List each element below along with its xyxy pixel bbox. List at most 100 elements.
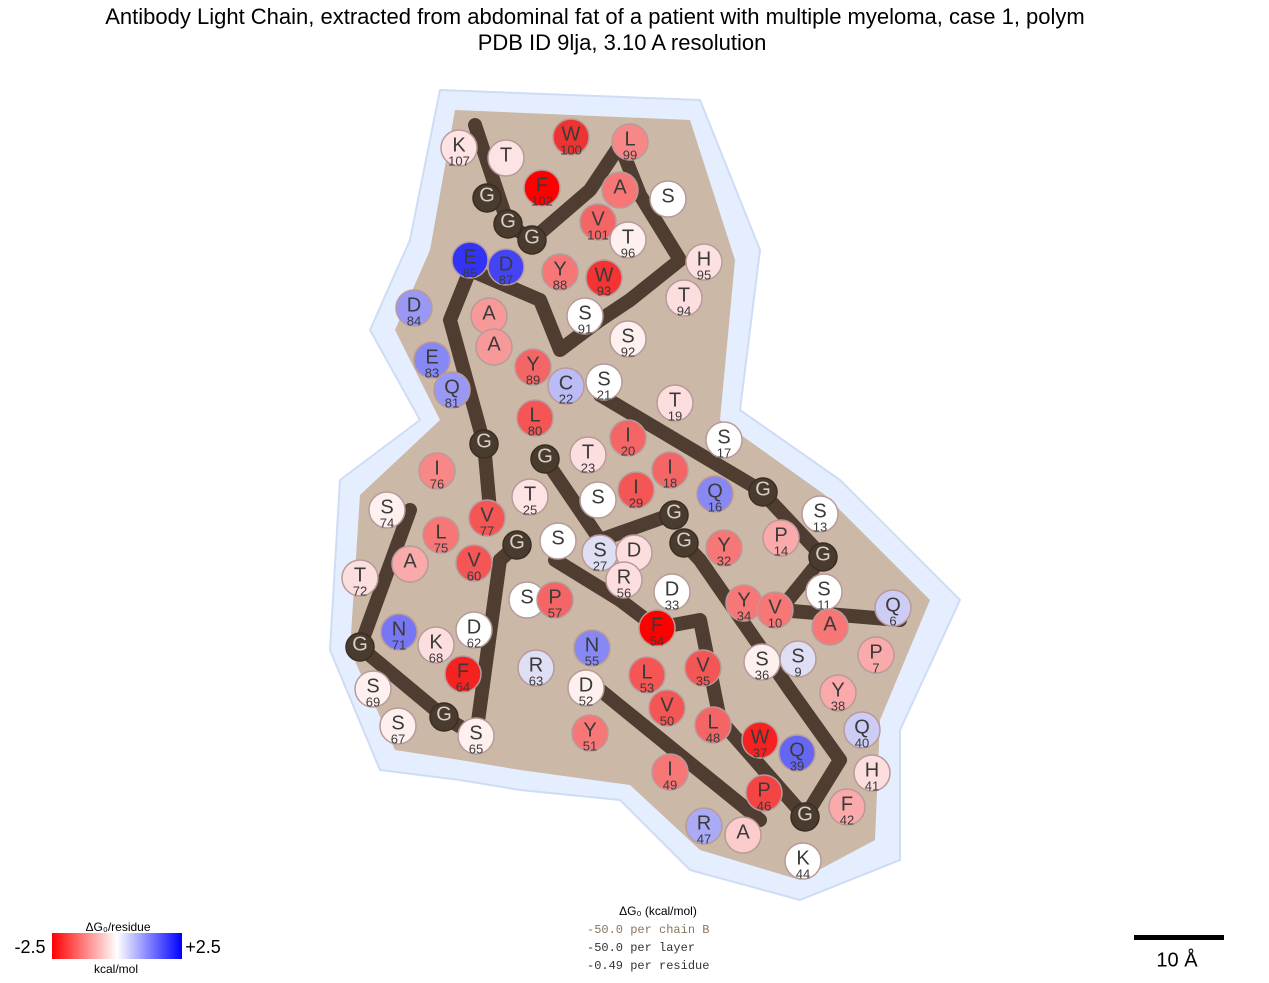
- residue-letter: S: [551, 527, 564, 549]
- residue-letter: R: [697, 812, 711, 834]
- residue-number: 22: [559, 391, 573, 406]
- residue-letter: G: [676, 529, 692, 551]
- residue-number: 99: [623, 147, 637, 162]
- residue: [379, 707, 417, 745]
- residue: [541, 253, 579, 291]
- residue-letter: S: [469, 722, 482, 744]
- residue: [433, 371, 471, 409]
- energy-title: ΔG₀ (kcal/mol): [619, 904, 697, 918]
- residue: [455, 611, 493, 649]
- residue: [475, 328, 513, 366]
- residue-letter: E: [463, 246, 476, 268]
- residue-letter: W: [751, 726, 770, 748]
- residue-number: 33: [665, 597, 679, 612]
- residue-letter: G: [476, 430, 492, 452]
- residue-number: 46: [757, 798, 771, 813]
- residue-number: 71: [392, 637, 406, 652]
- residue: [536, 581, 574, 619]
- residue-letter: Y: [717, 534, 730, 556]
- residue: [605, 561, 643, 599]
- title-line: PDB ID 9lja, 3.10 A resolution: [478, 30, 767, 55]
- residue: [659, 500, 689, 530]
- residue-number: 72: [353, 583, 367, 598]
- residue-letter: P: [869, 641, 882, 663]
- residue-number: 74: [380, 515, 394, 530]
- residue-number: 50: [660, 713, 674, 728]
- residue-number: 83: [425, 365, 439, 380]
- residue: [843, 711, 881, 749]
- residue-letter: V: [768, 596, 782, 618]
- residue-letter: L: [529, 404, 540, 426]
- residue: [457, 717, 495, 755]
- residue: [665, 279, 703, 317]
- residue-letter: G: [755, 478, 771, 500]
- residue: [609, 221, 647, 259]
- residue: [530, 444, 560, 474]
- residue: [705, 529, 743, 567]
- residue: [808, 542, 838, 572]
- residue: [516, 399, 554, 437]
- residue-number: 39: [790, 758, 804, 773]
- residue: [523, 169, 561, 207]
- residue-number: 17: [717, 445, 731, 460]
- residue: [648, 689, 686, 727]
- residue-number: 37: [753, 745, 767, 760]
- residue-number: 16: [708, 499, 722, 514]
- residue: [609, 320, 647, 358]
- residue: [417, 626, 455, 664]
- residue: [345, 632, 375, 662]
- residue: [468, 499, 506, 537]
- residue-letter: D: [467, 616, 481, 638]
- residue-letter: R: [529, 654, 543, 676]
- residue: [853, 754, 891, 792]
- residue: [429, 702, 459, 732]
- residue-number: 52: [579, 693, 593, 708]
- residue: [341, 559, 379, 597]
- residue: [391, 545, 429, 583]
- residue-letter: G: [500, 210, 516, 232]
- residue-letter: S: [661, 185, 674, 207]
- residue: [811, 608, 849, 646]
- residue-letter: S: [591, 486, 604, 508]
- residue-number: 107: [448, 153, 470, 168]
- residue: [745, 774, 783, 812]
- residue: [685, 243, 723, 281]
- residue: [617, 471, 655, 509]
- residue-number: 69: [366, 694, 380, 709]
- residue: [874, 589, 912, 627]
- residue-letter: A: [613, 176, 627, 198]
- scale-bar: [1134, 935, 1224, 940]
- residue-letter: S: [380, 496, 393, 518]
- residue-number: 76: [430, 476, 444, 491]
- residue: [472, 183, 502, 213]
- residue-number: 19: [668, 408, 682, 423]
- residue-letter: Q: [444, 376, 460, 398]
- residue-letter: S: [391, 712, 404, 734]
- residue: [539, 522, 577, 560]
- residue: [579, 203, 617, 241]
- residue-letter: I: [633, 476, 639, 498]
- residue-letter: H: [697, 248, 711, 270]
- residue-letter: D: [627, 539, 641, 561]
- residue: [651, 753, 689, 791]
- residue: [493, 209, 523, 239]
- residue: [571, 714, 609, 752]
- residue-number: 49: [663, 777, 677, 792]
- residue: [784, 842, 822, 880]
- residue-letter: S: [755, 648, 768, 670]
- residue-letter: F: [651, 614, 663, 636]
- residue: [368, 491, 406, 529]
- residue-number: 27: [593, 558, 607, 573]
- residue-letter: S: [717, 426, 730, 448]
- residue: [694, 706, 732, 744]
- residue: [514, 348, 552, 386]
- residue-letter: G: [524, 226, 540, 248]
- residue-number: 42: [840, 812, 854, 827]
- residue-number: 67: [391, 731, 405, 746]
- residue-number: 32: [717, 553, 731, 568]
- residue: [651, 451, 689, 489]
- residue: [422, 516, 460, 554]
- residue-number: 84: [407, 313, 421, 328]
